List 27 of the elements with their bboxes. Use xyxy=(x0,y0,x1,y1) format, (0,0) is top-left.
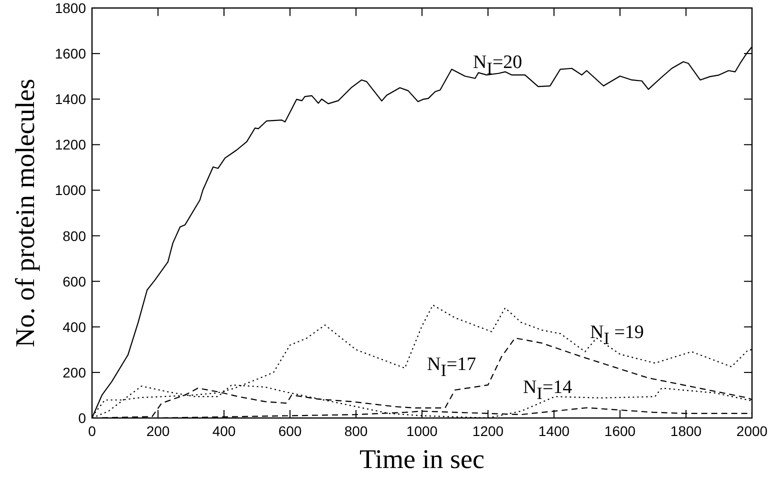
y-tick-label: 400 xyxy=(62,318,86,335)
x-tick-label: 1600 xyxy=(604,423,636,439)
x-tick-label: 400 xyxy=(212,423,236,439)
x-axis-title: Time in sec xyxy=(359,444,485,474)
y-tick-label: 1800 xyxy=(54,0,86,16)
y-tick-label: 800 xyxy=(62,228,86,244)
y-tick-label: 0 xyxy=(78,410,86,426)
x-tick-label: 600 xyxy=(278,423,302,439)
y-tick-label: 1400 xyxy=(54,91,86,108)
x-tick-label: 1400 xyxy=(538,423,570,439)
y-tick-label: 1200 xyxy=(54,136,86,153)
y-tick-label: 1000 xyxy=(54,182,86,198)
series-label: N$_{I}$=14 xyxy=(523,377,573,403)
x-tick-label: 1800 xyxy=(670,423,702,439)
y-tick-label: 600 xyxy=(62,273,86,290)
y-tick-label: 1600 xyxy=(54,46,86,62)
series-label: N$_{I}$=20 xyxy=(473,52,522,78)
y-axis-title: No. of protein molecules xyxy=(10,78,40,348)
series-label: N$_{I}$ =19 xyxy=(590,322,644,348)
x-tick-label: 1000 xyxy=(406,423,438,439)
x-tick-label: 800 xyxy=(344,423,368,439)
x-tick-label: 2000 xyxy=(736,423,768,439)
x-tick-label: 1200 xyxy=(472,423,504,439)
x-tick-label: 200 xyxy=(146,423,170,439)
series-label: N$_{I}$=17 xyxy=(427,354,476,380)
x-tick-label: 0 xyxy=(88,423,96,439)
y-tick-label: 200 xyxy=(62,364,86,380)
